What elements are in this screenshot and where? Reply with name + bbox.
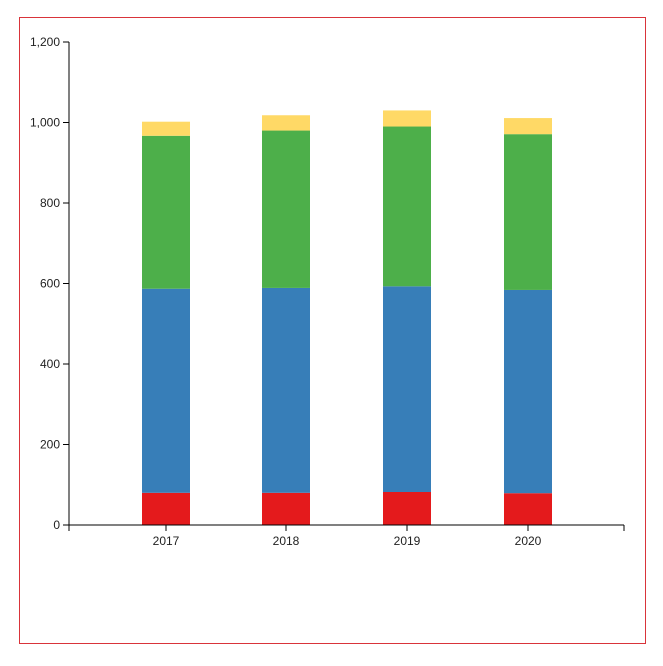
bar-2019-segment-2 (383, 286, 431, 492)
bar-2017-segment-4 (142, 121, 190, 136)
y-tick-label: 600 (40, 277, 60, 291)
bar-2019-segment-4 (383, 110, 431, 127)
x-tick-label: 2020 (515, 534, 542, 548)
bar-2020-segment-2 (504, 289, 552, 494)
bars-group (142, 110, 552, 525)
x-tick-label: 2019 (394, 534, 421, 548)
bar-2020-segment-4 (504, 118, 552, 135)
bar-2017-segment-1 (142, 492, 190, 525)
y-tick-label: 1,200 (30, 35, 60, 49)
x-tick-label: 2017 (153, 534, 180, 548)
bar-2019-segment-3 (383, 126, 431, 287)
y-axis: 0 200 400 600 800 1,000 1,200 (30, 35, 70, 532)
y-tick-label: 0 (53, 518, 60, 532)
x-axis: 2017 2018 2019 2020 (68, 524, 625, 548)
x-tick-label: 2018 (273, 534, 300, 548)
bar-2020-segment-3 (504, 134, 552, 290)
bar-2017-segment-3 (142, 135, 190, 289)
bar-2019-segment-1 (383, 491, 431, 525)
y-tick-label: 200 (40, 438, 60, 452)
bar-2017-segment-2 (142, 288, 190, 493)
bar-2018-segment-2 (262, 287, 310, 493)
bar-2018-segment-4 (262, 115, 310, 131)
y-tick-label: 1,000 (30, 116, 60, 130)
bar-2020-segment-1 (504, 493, 552, 525)
bar-2018-segment-3 (262, 130, 310, 288)
y-tick-label: 400 (40, 357, 60, 371)
y-tick-label: 800 (40, 196, 60, 210)
bar-2018-segment-1 (262, 492, 310, 525)
